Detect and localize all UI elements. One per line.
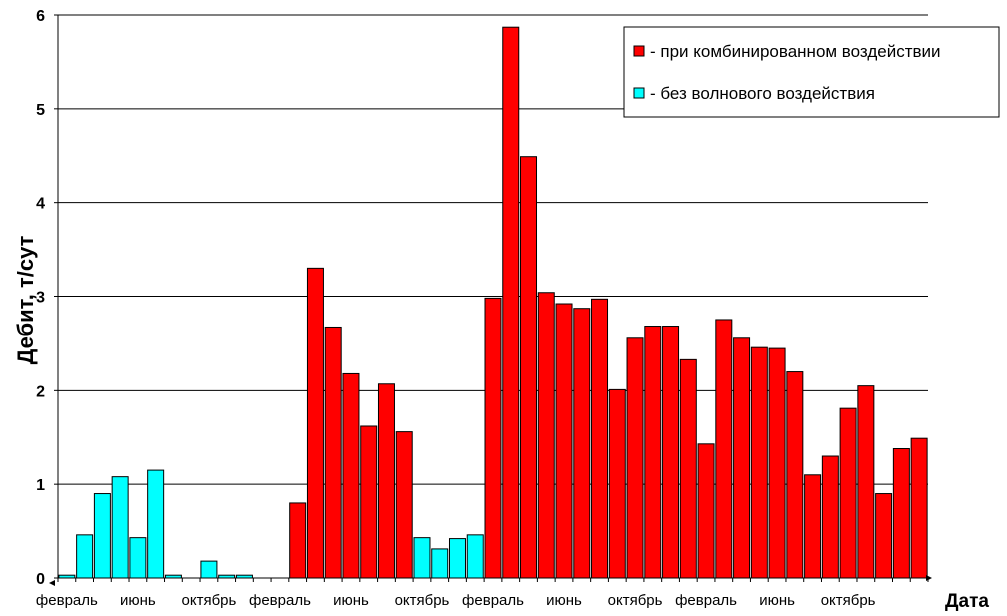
bar-without-wave — [200, 560, 218, 579]
x-axis-label: Дата — [945, 591, 989, 612]
bar-combined — [324, 326, 342, 579]
bar-without-wave — [448, 538, 466, 579]
bar-combined — [839, 407, 857, 579]
x-tick-label: июнь — [333, 592, 369, 609]
x-tick-label: июнь — [759, 592, 795, 609]
bar-combined — [289, 502, 307, 579]
legend-box — [623, 26, 1000, 118]
bar-combined — [662, 326, 680, 579]
bar-combined — [395, 431, 413, 579]
bar-combined — [644, 326, 662, 579]
x-tick-label: октябрь — [608, 592, 663, 609]
x-tick-label: июнь — [120, 592, 156, 609]
x-tick-label: июнь — [546, 592, 582, 609]
x-tick-labels: февраль июнь октябрь февраль июнь октябрь февр… — [36, 578, 929, 609]
y-tick-label: 5 — [36, 102, 45, 119]
bar-combined — [768, 347, 786, 579]
bar-without-wave — [76, 534, 94, 579]
bar-combined — [715, 319, 733, 579]
y-tick-label: 4 — [36, 196, 45, 213]
bar-combined — [537, 292, 555, 579]
bar-combined — [626, 337, 644, 579]
bar-combined — [733, 337, 751, 579]
bar-combined — [875, 493, 893, 579]
bar-combined — [697, 443, 715, 579]
bar-without-wave — [466, 534, 484, 579]
y-tick-label: 2 — [36, 383, 45, 400]
bar-combined — [679, 358, 697, 579]
legend-label-without-wave: - без волнового воздействия — [650, 84, 875, 103]
bar-without-wave — [413, 537, 431, 579]
legend-swatch-combined — [633, 45, 645, 57]
bar-combined — [520, 156, 538, 579]
bar-combined — [608, 388, 626, 579]
bar-combined — [857, 385, 875, 579]
bar-combined — [591, 298, 609, 579]
bar-without-wave — [111, 476, 129, 579]
bar-combined — [502, 26, 520, 579]
bar-combined — [484, 297, 502, 579]
y-tick-label: 3 — [36, 290, 45, 307]
x-tick-label: февраль — [675, 592, 737, 609]
bar-without-wave — [93, 493, 111, 579]
y-tick-label: 0 — [36, 571, 45, 588]
legend-label-combined: - при комбинированном воздействии — [650, 42, 941, 61]
y-tick-label: 1 — [36, 477, 45, 494]
bar-combined — [555, 303, 573, 579]
bar-combined — [360, 425, 378, 579]
legend-swatch-without-wave — [633, 87, 645, 99]
x-tick-label: октябрь — [182, 592, 237, 609]
bar-combined — [821, 455, 839, 579]
bar-combined — [573, 308, 591, 579]
bar-without-wave — [431, 548, 449, 579]
x-tick-label: февраль — [36, 592, 98, 609]
bars — [58, 26, 928, 579]
y-axis-label: Дебит, т/сут — [13, 235, 38, 364]
bar-combined — [786, 371, 804, 579]
bar-combined — [910, 437, 928, 579]
bar-combined — [892, 448, 910, 579]
bar-combined — [306, 267, 324, 579]
y-tick-labels: 0 1 2 3 4 5 6 — [36, 8, 58, 588]
bar-without-wave — [129, 537, 147, 579]
x-axis-start-arrow — [49, 580, 55, 586]
x-tick-label: октябрь — [821, 592, 876, 609]
legend: - при комбинированном воздействии - без … — [623, 26, 1000, 118]
x-tick-label: октябрь — [395, 592, 450, 609]
bar-without-wave — [147, 469, 165, 579]
bar-combined — [342, 372, 360, 579]
bar-combined — [804, 474, 822, 579]
bar-combined — [750, 346, 768, 579]
x-tick-label: февраль — [462, 592, 524, 609]
y-tick-label: 6 — [36, 8, 45, 25]
x-tick-label: февраль — [249, 592, 311, 609]
bar-combined — [377, 383, 395, 579]
